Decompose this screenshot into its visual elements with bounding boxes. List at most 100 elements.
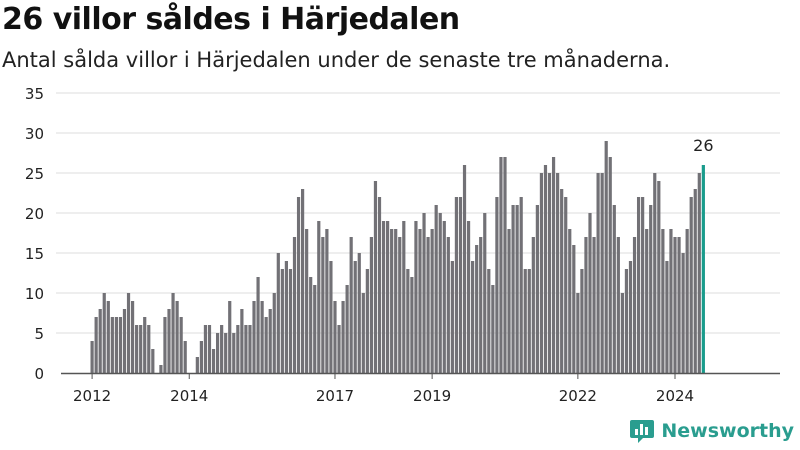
x-tick-label: 2019 [413,387,451,405]
y-tick-label: 20 [25,205,44,223]
bar [394,229,398,373]
bar [645,229,649,373]
bar [539,173,544,373]
bar [653,173,657,373]
bar [483,213,487,373]
bar [466,221,471,373]
bar [576,293,580,373]
bar [632,237,637,373]
bar [426,237,430,373]
bar [369,237,374,373]
bar [661,229,665,373]
bar [321,237,325,373]
bar [357,253,361,373]
bar [98,309,102,373]
bar [236,325,240,373]
bar [171,293,175,373]
bar [353,261,357,373]
bar [373,181,378,373]
bar [292,237,297,373]
highlight-bar [701,165,705,373]
bar [523,269,527,373]
bar [207,325,212,373]
bar [288,269,293,373]
bar [341,301,345,373]
bar [673,237,677,373]
y-tick-label: 25 [25,165,44,183]
bar [337,325,341,373]
bar [519,197,523,373]
bar [268,309,272,373]
bar [616,237,620,373]
bar [361,293,365,373]
bar [608,157,612,373]
bar [479,237,483,373]
bar [438,213,442,373]
bar [685,229,689,373]
bar-chart-logo-icon [630,420,655,443]
bar [114,317,118,373]
bar [418,229,422,373]
bar [301,189,305,373]
bar [556,173,560,373]
brand: Newsworthy [629,418,794,444]
bar [543,165,548,373]
bar [163,317,167,373]
bar [167,309,171,373]
bar [377,197,382,373]
bar [272,293,276,373]
bar [624,269,629,373]
bar [414,221,418,373]
bar [422,213,426,373]
bar [244,325,248,373]
bar [381,221,386,373]
bar [313,285,317,373]
bar [110,317,114,373]
bar [309,277,313,373]
bar [531,237,535,373]
y-tick-label: 35 [25,85,44,103]
bar [211,349,216,373]
bar [228,301,232,373]
bar [240,309,244,373]
highlight-value-label: 26 [693,136,713,155]
bar [547,173,552,373]
bar [147,325,151,373]
bar [90,341,94,373]
bar [580,269,584,373]
bar [317,221,321,373]
bar [325,229,329,373]
bar [130,301,135,373]
bar [232,333,236,373]
bar [600,173,604,373]
bar [572,245,576,373]
bar [220,325,224,373]
bar [224,333,228,373]
bar [454,197,459,373]
bar [203,325,208,373]
x-tick-label: 2024 [656,387,694,405]
bar [398,237,402,373]
bar [693,189,697,373]
bar [495,197,499,373]
bar [102,293,106,373]
bar [677,237,681,373]
bar [365,269,369,373]
bar [386,221,390,373]
bar [697,173,701,373]
y-tick-label: 15 [25,245,44,263]
bar [329,261,333,373]
bar [126,293,131,373]
bar [462,165,467,373]
bar [584,237,588,373]
bar [612,205,616,373]
bar [628,261,633,373]
bar [596,173,600,373]
bar [280,269,284,373]
bar [636,197,641,373]
bar [564,197,568,373]
bar [215,333,220,373]
bar [511,205,515,373]
bar [118,317,123,373]
